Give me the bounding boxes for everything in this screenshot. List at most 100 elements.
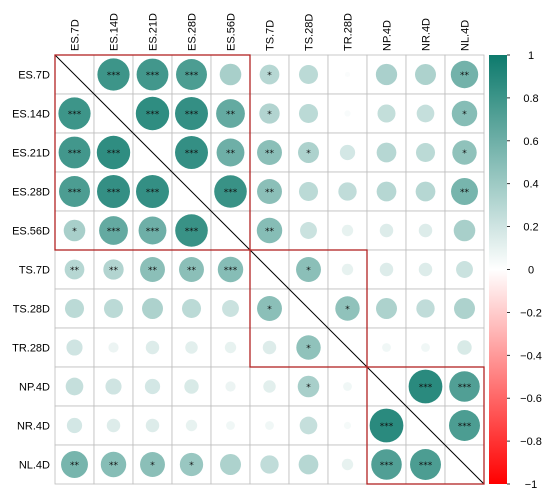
correlation-circle <box>382 343 391 352</box>
significance-stars: *** <box>68 149 82 159</box>
correlation-circle <box>136 58 169 91</box>
correlation-circle <box>257 296 282 321</box>
row-label: ES.28D <box>12 187 50 199</box>
significance-stars: *** <box>224 266 238 276</box>
column-label: TS.7D <box>265 20 277 51</box>
correlation-circle <box>135 96 170 131</box>
significance-stars: * <box>150 461 155 471</box>
cluster-outline <box>54 54 251 251</box>
correlation-circle <box>64 298 85 319</box>
significance-stars: *** <box>68 188 82 198</box>
correlation-circle <box>260 455 279 474</box>
colorbar-tick-label: 0 <box>528 265 534 277</box>
correlation-circle <box>108 342 119 353</box>
grid-cell <box>249 171 290 212</box>
correlation-circle <box>224 341 237 354</box>
row-label: ES.14D <box>12 109 50 121</box>
significance-stars: *** <box>380 461 394 471</box>
correlation-circle <box>421 343 430 352</box>
correlation-circle <box>265 421 274 430</box>
correlation-circle <box>450 60 479 89</box>
significance-stars: * <box>306 266 311 276</box>
significance-stars: * <box>72 227 77 237</box>
correlation-circle <box>61 451 88 478</box>
correlation-circle <box>300 222 317 239</box>
column-label: NR.4D <box>421 18 433 51</box>
correlation-circle <box>175 136 208 169</box>
correlation-circle <box>181 298 202 319</box>
correlation-circle <box>175 214 208 247</box>
diagonal-line <box>54 54 485 485</box>
correlation-circle <box>259 64 280 85</box>
significance-stars: * <box>462 110 467 120</box>
correlation-circle <box>376 298 397 319</box>
colorbar-gradient <box>489 55 507 484</box>
correlation-circle <box>344 71 351 78</box>
correlation-circle <box>296 335 321 360</box>
cluster-outline <box>366 366 485 485</box>
correlation-circle <box>185 341 198 354</box>
column-label: NP.4D <box>382 20 394 51</box>
significance-stars: *** <box>419 383 433 393</box>
significance-stars: *** <box>224 188 238 198</box>
correlation-circle <box>142 298 163 319</box>
correlation-circle <box>64 259 85 280</box>
correlation-circle <box>138 216 167 245</box>
correlation-circle <box>376 181 397 202</box>
column-label: TR.28D <box>343 13 355 51</box>
significance-stars: * <box>267 305 272 315</box>
correlation-circle <box>59 176 90 207</box>
correlation-circle <box>297 375 320 398</box>
correlation-circle <box>410 449 441 480</box>
correlation-circle <box>451 100 478 127</box>
significance-stars: ** <box>265 149 275 159</box>
correlation-circle <box>456 261 473 278</box>
correlation-circle <box>225 381 236 392</box>
colorbar-tick-label: −0.6 <box>520 393 542 405</box>
correlation-circle <box>58 136 91 169</box>
correlation-circle <box>179 257 204 282</box>
correlation-circle <box>344 110 351 117</box>
row-label: TS.7D <box>19 265 50 277</box>
correlation-circle <box>140 257 165 282</box>
correlation-circle <box>296 257 321 282</box>
significance-stars: * <box>345 305 350 315</box>
correlation-circle <box>371 449 402 480</box>
correlation-circle <box>298 64 319 85</box>
cluster-outline <box>249 249 368 368</box>
correlation-circle <box>66 417 83 434</box>
correlation-circle <box>216 138 245 167</box>
colorbar-tick-label: −1 <box>525 479 538 491</box>
correlation-circle <box>415 181 436 202</box>
cell-layer: *** *** *** * ***** *** *** ** * **** *** *** ** ** * *… <box>58 58 480 480</box>
colorbar-tick-label: 0.8 <box>523 93 538 105</box>
correlation-circle <box>144 378 161 395</box>
significance-stars: *** <box>419 461 433 471</box>
colorbar: 1 0.8 0.6 0.4 0.2 0 −0.2 −0.4 −0.6 −0.8 −1 <box>489 50 542 491</box>
correlation-circle <box>379 223 394 238</box>
column-label: ES.7D <box>70 19 82 51</box>
correlation-circle <box>262 340 277 355</box>
correlation-circle <box>454 298 475 319</box>
correlation-circle <box>97 175 130 208</box>
correlation-circle <box>100 451 127 478</box>
significance-stars: ** <box>265 188 275 198</box>
row-label: NP.4D <box>19 382 50 394</box>
significance-stars: ** <box>265 227 275 237</box>
correlation-circle <box>298 142 319 163</box>
correlation-circle <box>140 452 165 477</box>
significance-stars: *** <box>68 110 82 120</box>
correlation-circle <box>341 224 354 237</box>
correlation-circle <box>214 175 247 208</box>
significance-stars: *** <box>107 188 121 198</box>
correlation-circle <box>299 416 318 435</box>
correlation-circle <box>453 219 476 242</box>
correlation-circle <box>339 144 356 161</box>
significance-stars: * <box>306 383 311 393</box>
significance-stars: *** <box>380 422 394 432</box>
correlation-circle <box>217 256 244 283</box>
colorbar-tick-label: 0.2 <box>523 222 538 234</box>
correlation-circle <box>451 178 478 205</box>
significance-stars: *** <box>185 149 199 159</box>
